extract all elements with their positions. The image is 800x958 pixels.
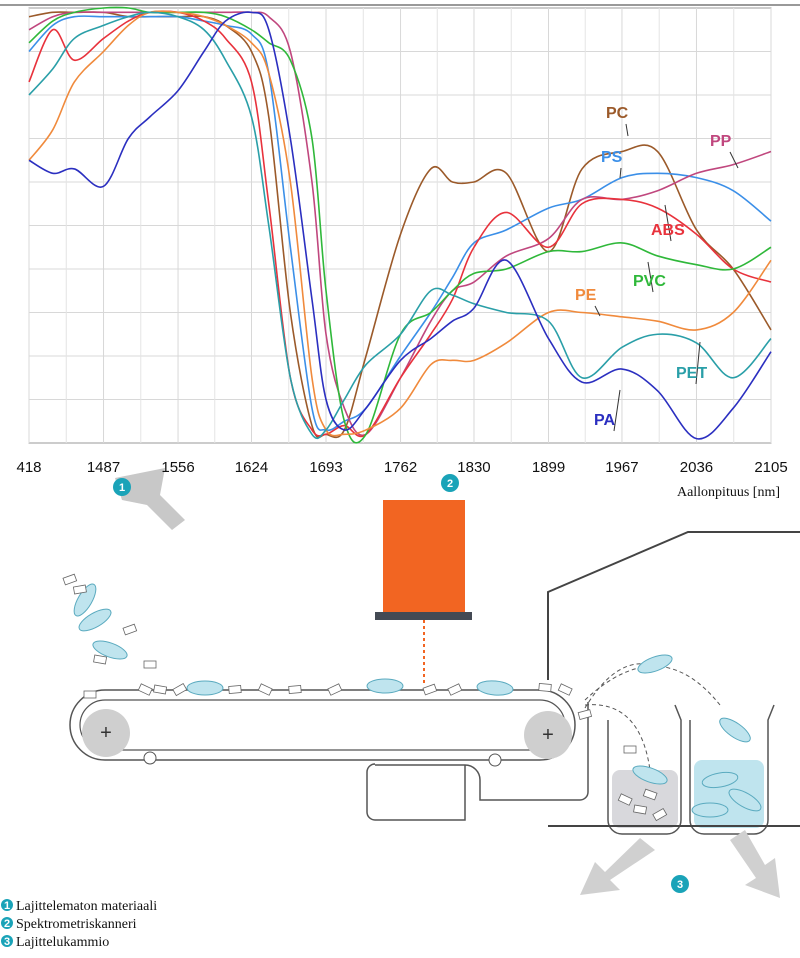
x-tick-label: 1762 [384, 459, 417, 476]
series-label: PS [601, 149, 623, 166]
badge-number: 3 [677, 879, 683, 891]
fragment [154, 685, 167, 694]
series-label: PA [594, 412, 615, 429]
legend-text: Lajittelukammio [16, 935, 109, 950]
fragment [624, 746, 636, 753]
bottle [692, 803, 728, 817]
fragment [73, 585, 86, 594]
output-arrow [580, 838, 655, 895]
fragment [558, 684, 572, 695]
legend: 1 Lajittelematon materiaali 2 Spektromet… [1, 899, 157, 950]
series-label: PVC [633, 273, 666, 290]
bottle [367, 679, 403, 693]
fragment [123, 624, 137, 635]
input-arrow [115, 468, 185, 530]
fragment [173, 684, 187, 696]
legend-text: Lajittelematon materiaali [16, 899, 157, 914]
legend-text: Spektrometriskanneri [16, 917, 137, 932]
bottle [716, 714, 754, 746]
x-tick-label: 1899 [532, 459, 565, 476]
series-label: ABS [651, 222, 685, 239]
bottle [636, 651, 675, 676]
fragment [229, 685, 242, 693]
belt-inner [80, 700, 565, 750]
fragment [63, 574, 77, 585]
fragment [84, 691, 96, 698]
x-tick-label: 1624 [235, 459, 268, 476]
fragment [144, 661, 156, 668]
bottle [187, 681, 223, 695]
scanner [383, 500, 465, 612]
fragment [539, 683, 552, 691]
x-tick-label: 1556 [161, 459, 194, 476]
bottle [476, 679, 513, 696]
fragment [289, 685, 302, 693]
x-tick-label: 1693 [309, 459, 342, 476]
roller [489, 754, 501, 766]
x-axis-label: Aallonpituus [nm] [677, 485, 780, 500]
series-label: PP [710, 133, 732, 150]
badge-number: 2 [447, 478, 453, 490]
chamber-wall [548, 532, 800, 680]
pulley-plus: + [100, 722, 112, 744]
x-tick-label: 1967 [605, 459, 638, 476]
x-tick-label: 418 [16, 459, 41, 476]
output-arrow [730, 830, 780, 898]
sorting-diagram: + + 1 2 3 [63, 468, 800, 898]
x-tick-label: 1487 [87, 459, 120, 476]
series-label: PET [676, 365, 707, 382]
series-label: PE [575, 287, 597, 304]
badge-number: 1 [119, 482, 125, 494]
fragment [634, 805, 647, 814]
fragment [423, 684, 437, 695]
fragment [138, 684, 152, 695]
fragment [258, 684, 272, 695]
series-label: PC [606, 105, 629, 122]
legend-number: 2 [4, 918, 10, 930]
x-tick-label: 2036 [680, 459, 713, 476]
fragment [94, 655, 107, 664]
roller [144, 752, 156, 764]
x-tick-label: 2105 [754, 459, 787, 476]
pulley-plus: + [542, 724, 554, 746]
figure: PC PS PP ABS PVC PE PET PA Aallonpituus [nm] + … [0, 0, 800, 958]
fragment [328, 684, 342, 695]
fragment [448, 684, 462, 695]
trajectory [585, 705, 650, 770]
fragment [578, 710, 591, 720]
scanner-base [375, 612, 472, 620]
legend-number: 1 [4, 900, 10, 912]
legend-number: 3 [4, 936, 10, 948]
x-tick-label: 1830 [457, 459, 490, 476]
